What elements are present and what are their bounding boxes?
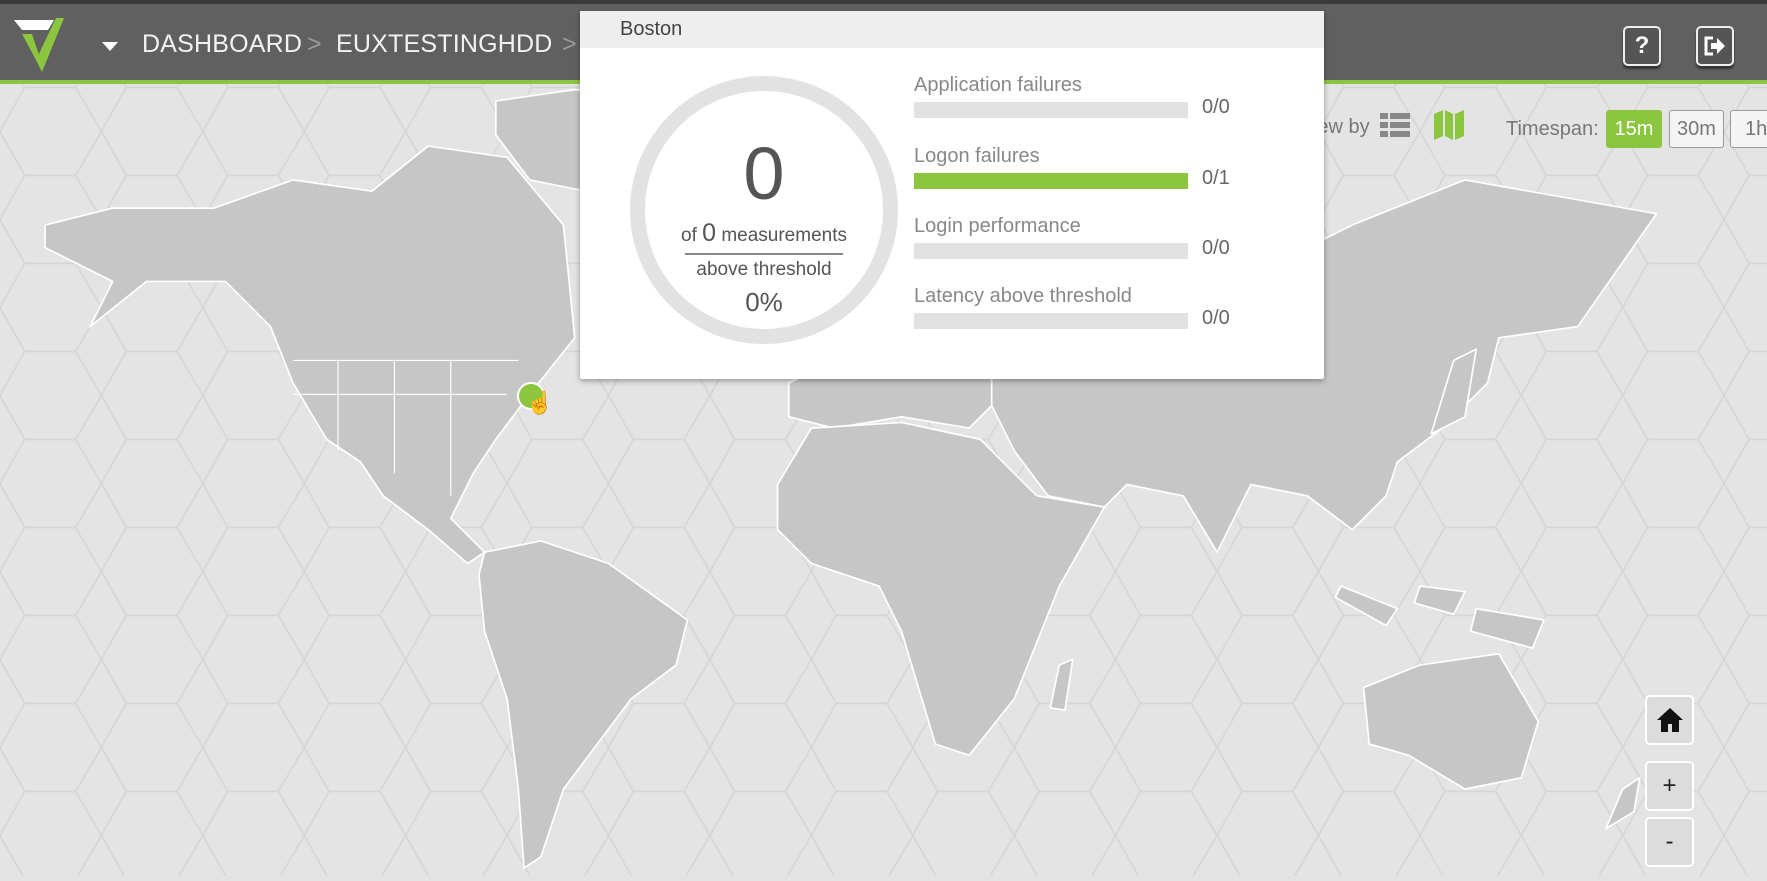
popup-title: Boston xyxy=(580,11,1324,48)
africa xyxy=(776,421,1106,757)
metric-row: Latency above threshold 0/0 xyxy=(914,285,1314,329)
above-threshold-label: above threshold xyxy=(696,259,832,280)
timespan-label: Timespan: xyxy=(1506,118,1599,140)
metric-label: Application failures xyxy=(914,74,1082,96)
breadcrumb-dashboard[interactable]: DASHBOARD xyxy=(142,30,303,58)
metric-label: Logon failures xyxy=(914,145,1040,167)
metric-label: Login performance xyxy=(914,215,1081,237)
timespan-15m-button[interactable]: 15m xyxy=(1606,110,1662,148)
metric-row: Logon failures 0/1 xyxy=(914,145,1314,189)
logo-icon[interactable] xyxy=(12,14,68,74)
japan xyxy=(1430,348,1478,435)
zoom-out-button[interactable]: - xyxy=(1645,817,1694,867)
threshold-gauge: 0 of 0 measurements above threshold 0% xyxy=(630,76,898,344)
metric-label: Latency above threshold xyxy=(914,285,1132,307)
list-view-icon[interactable] xyxy=(1380,113,1410,137)
madagascar xyxy=(1049,658,1074,711)
metric-bar-fill xyxy=(914,173,1188,189)
above-threshold-count: 0 xyxy=(743,132,785,215)
gauge-divider xyxy=(685,253,843,255)
home-button[interactable] xyxy=(1645,695,1694,745)
measurements-text: of 0 measurements xyxy=(645,219,883,248)
hand-cursor-icon: ☝ xyxy=(526,390,554,415)
zoom-in-button[interactable]: + xyxy=(1645,761,1694,811)
of-label: of xyxy=(681,225,697,246)
help-button[interactable]: ? xyxy=(1623,26,1661,66)
breadcrumb-euxtestinghdd[interactable]: EUXTESTINGHDD xyxy=(336,30,553,58)
metric-bar xyxy=(914,102,1188,118)
new-zealand xyxy=(1605,777,1641,830)
metric-value: 0/0 xyxy=(1202,237,1230,259)
logout-button[interactable] xyxy=(1696,26,1734,66)
metric-value: 0/0 xyxy=(1202,96,1230,118)
metric-bar xyxy=(914,313,1188,329)
sign-out-icon xyxy=(1704,36,1725,56)
metric-value: 0/0 xyxy=(1202,307,1230,329)
location-marker-boston[interactable] xyxy=(517,382,545,410)
menu-dropdown-caret-icon[interactable] xyxy=(102,42,118,51)
location-popup: Boston 0 of 0 measurements above thresho… xyxy=(580,11,1324,379)
south-america xyxy=(478,540,689,869)
metric-bar xyxy=(914,243,1188,259)
measurements-label: measurements xyxy=(721,225,847,246)
home-icon xyxy=(1656,708,1683,732)
asia xyxy=(990,179,1658,554)
indonesia xyxy=(1334,585,1545,649)
metric-row: Application failures 0/0 xyxy=(914,74,1314,118)
metric-value: 0/1 xyxy=(1202,167,1230,189)
australia xyxy=(1362,652,1540,790)
timespan-30m-button[interactable]: 30m xyxy=(1669,110,1724,148)
map-view-icon[interactable] xyxy=(1434,110,1464,140)
metric-row: Login performance 0/0 xyxy=(914,215,1314,259)
help-icon: ? xyxy=(1634,32,1650,59)
breadcrumb-separator-icon: > xyxy=(307,30,322,58)
above-threshold-percent: 0% xyxy=(745,287,783,317)
timespan-1h-button[interactable]: 1h xyxy=(1730,110,1767,148)
measurement-count: 0 xyxy=(702,219,717,247)
metric-bar xyxy=(914,173,1188,189)
breadcrumb-separator-icon: > xyxy=(562,30,577,58)
